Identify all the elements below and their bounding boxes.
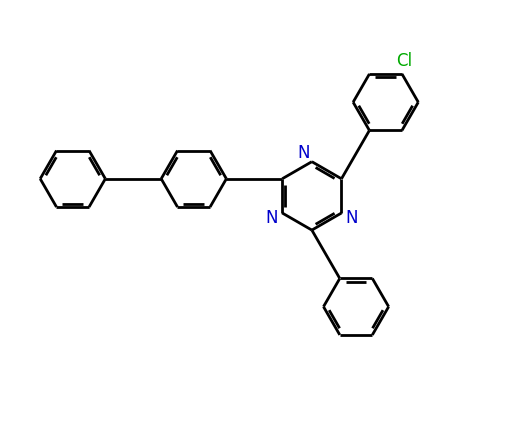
Text: N: N [266, 208, 278, 226]
Text: N: N [346, 208, 358, 226]
Text: N: N [297, 144, 310, 162]
Text: Cl: Cl [396, 52, 412, 70]
